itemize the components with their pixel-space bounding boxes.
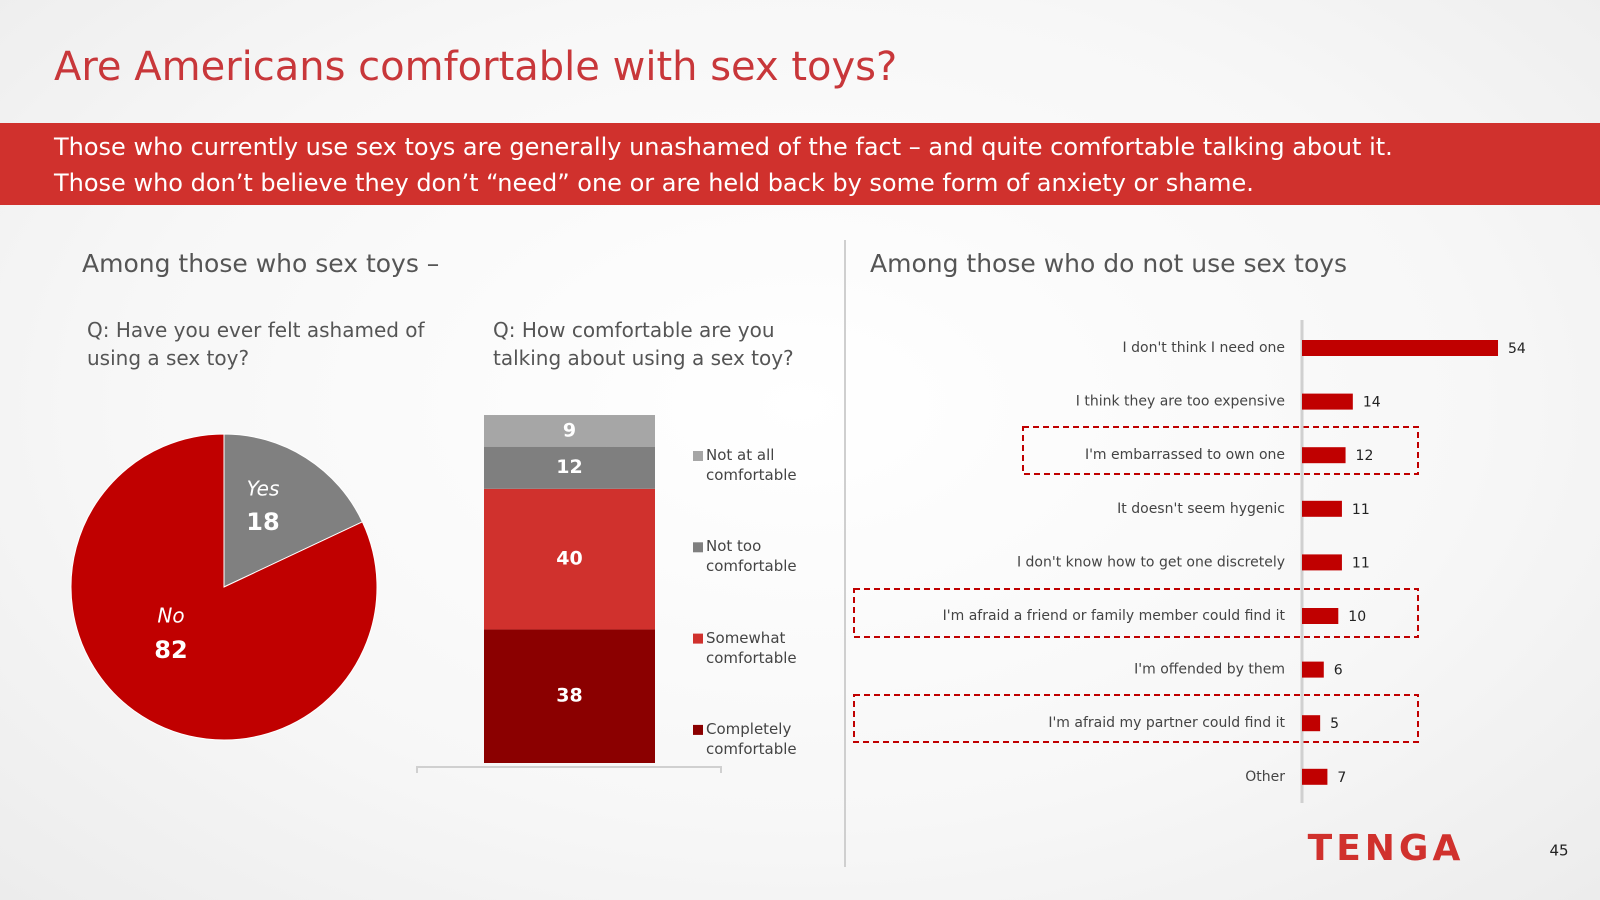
legend-label: Somewhat comfortable xyxy=(706,628,797,667)
legend-swatch xyxy=(693,451,703,461)
title: Are Americans comfortable with sex toys? xyxy=(54,44,898,90)
chart-title: Q: How comfortable are you talking about… xyxy=(493,318,794,370)
category-label: I don't think I need one xyxy=(1123,340,1285,356)
bar xyxy=(1302,447,1346,464)
category-label: I think they are too expensive xyxy=(1076,394,1285,410)
data-label: 5 xyxy=(1330,716,1339,732)
bar xyxy=(1302,393,1353,410)
bar xyxy=(1302,661,1324,678)
data-label: 82 xyxy=(154,636,187,664)
chart-title: Q: Have you ever felt ashamed of using a… xyxy=(87,318,425,370)
data-label: 9 xyxy=(563,419,576,441)
data-label: 10 xyxy=(1348,609,1366,625)
bar xyxy=(1302,500,1342,517)
subtitle-line: Those who don’t believe they don’t “need… xyxy=(54,169,1254,197)
highlight-box xyxy=(1022,426,1419,475)
bar xyxy=(1302,340,1499,356)
category-label: Other xyxy=(1245,769,1285,785)
data-label: 18 xyxy=(246,508,279,536)
legend-swatch xyxy=(693,542,703,553)
category-label: I'm offended by them xyxy=(1134,662,1285,678)
highlight-box xyxy=(853,588,1419,638)
data-label: 6 xyxy=(1334,663,1343,679)
data-label: 11 xyxy=(1352,502,1370,518)
category-label: I don't know how to get one discretely xyxy=(1017,554,1285,570)
bar-segment xyxy=(484,629,655,763)
bar-segment xyxy=(484,488,655,630)
legend-swatch xyxy=(693,724,703,735)
bar-segment xyxy=(484,446,655,489)
section-heading: Among those who do not use sex toys xyxy=(870,249,1348,278)
legend-label: Not too comfortable xyxy=(706,537,797,576)
bar xyxy=(1302,715,1321,732)
data-label: 40 xyxy=(556,548,582,570)
bar-segment xyxy=(484,415,655,447)
section-heading: Among those who sex toys – xyxy=(82,249,440,278)
data-label: 7 xyxy=(1337,770,1346,786)
subtitle-band xyxy=(0,123,1600,205)
data-label: 38 xyxy=(556,685,582,707)
legend-label: Completely comfortable xyxy=(706,719,797,758)
category-label: I'm afraid my partner could find it xyxy=(1048,715,1285,731)
highlight-box xyxy=(853,694,1419,743)
slice-label: No xyxy=(157,604,184,628)
bar xyxy=(1302,554,1342,571)
logo: TENGA xyxy=(1308,828,1465,869)
subtitle: Those who currently use sex toys are gen… xyxy=(54,129,1393,201)
category-label: I'm afraid a friend or family member cou… xyxy=(943,608,1286,624)
data-label: 14 xyxy=(1363,395,1381,411)
legend-label: Not at all comfortable xyxy=(706,446,797,484)
category-label: I'm embarrassed to own one xyxy=(1085,447,1285,463)
data-label: 12 xyxy=(1356,448,1374,464)
data-label: 11 xyxy=(1352,555,1370,571)
slice-label: Yes xyxy=(247,477,280,501)
bar xyxy=(1302,608,1339,624)
page-number: 45 xyxy=(1549,842,1568,860)
pie-slice xyxy=(70,433,378,741)
bar xyxy=(1302,768,1328,785)
legend-swatch xyxy=(693,633,703,644)
data-label: 12 xyxy=(556,456,582,478)
subtitle-line: Those who currently use sex toys are gen… xyxy=(54,133,1393,161)
pie-slice xyxy=(223,433,364,588)
category-label: It doesn't seem hygenic xyxy=(1117,501,1285,517)
data-label: 54 xyxy=(1508,341,1526,357)
